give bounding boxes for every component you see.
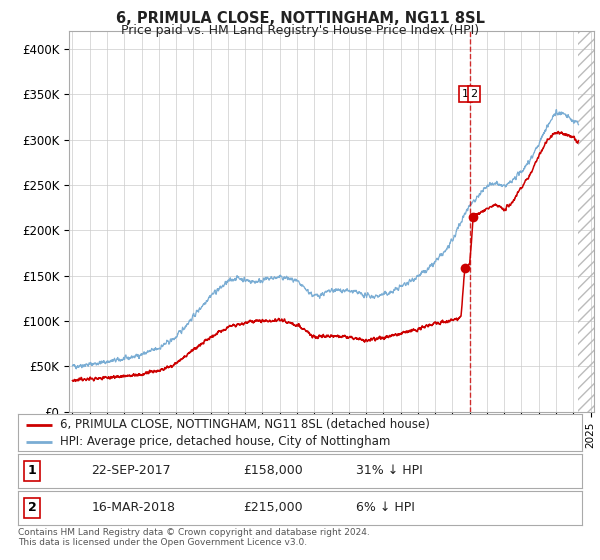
Text: £158,000: £158,000 (244, 464, 304, 478)
Text: Price paid vs. HM Land Registry's House Price Index (HPI): Price paid vs. HM Land Registry's House … (121, 24, 479, 36)
Text: 31% ↓ HPI: 31% ↓ HPI (356, 464, 423, 478)
Text: 22-SEP-2017: 22-SEP-2017 (91, 464, 171, 478)
Text: HPI: Average price, detached house, City of Nottingham: HPI: Average price, detached house, City… (60, 435, 391, 448)
Text: 2: 2 (28, 501, 37, 515)
Text: Contains HM Land Registry data © Crown copyright and database right 2024.
This d: Contains HM Land Registry data © Crown c… (18, 528, 370, 548)
Text: 6, PRIMULA CLOSE, NOTTINGHAM, NG11 8SL (detached house): 6, PRIMULA CLOSE, NOTTINGHAM, NG11 8SL (… (60, 418, 430, 431)
Text: 2: 2 (470, 89, 478, 99)
Text: £215,000: £215,000 (244, 501, 303, 515)
Text: 16-MAR-2018: 16-MAR-2018 (91, 501, 175, 515)
Text: 1: 1 (462, 89, 469, 99)
Text: 6, PRIMULA CLOSE, NOTTINGHAM, NG11 8SL: 6, PRIMULA CLOSE, NOTTINGHAM, NG11 8SL (115, 11, 485, 26)
Text: 1: 1 (28, 464, 37, 478)
Bar (578, 31, 600, 412)
Text: 6% ↓ HPI: 6% ↓ HPI (356, 501, 415, 515)
